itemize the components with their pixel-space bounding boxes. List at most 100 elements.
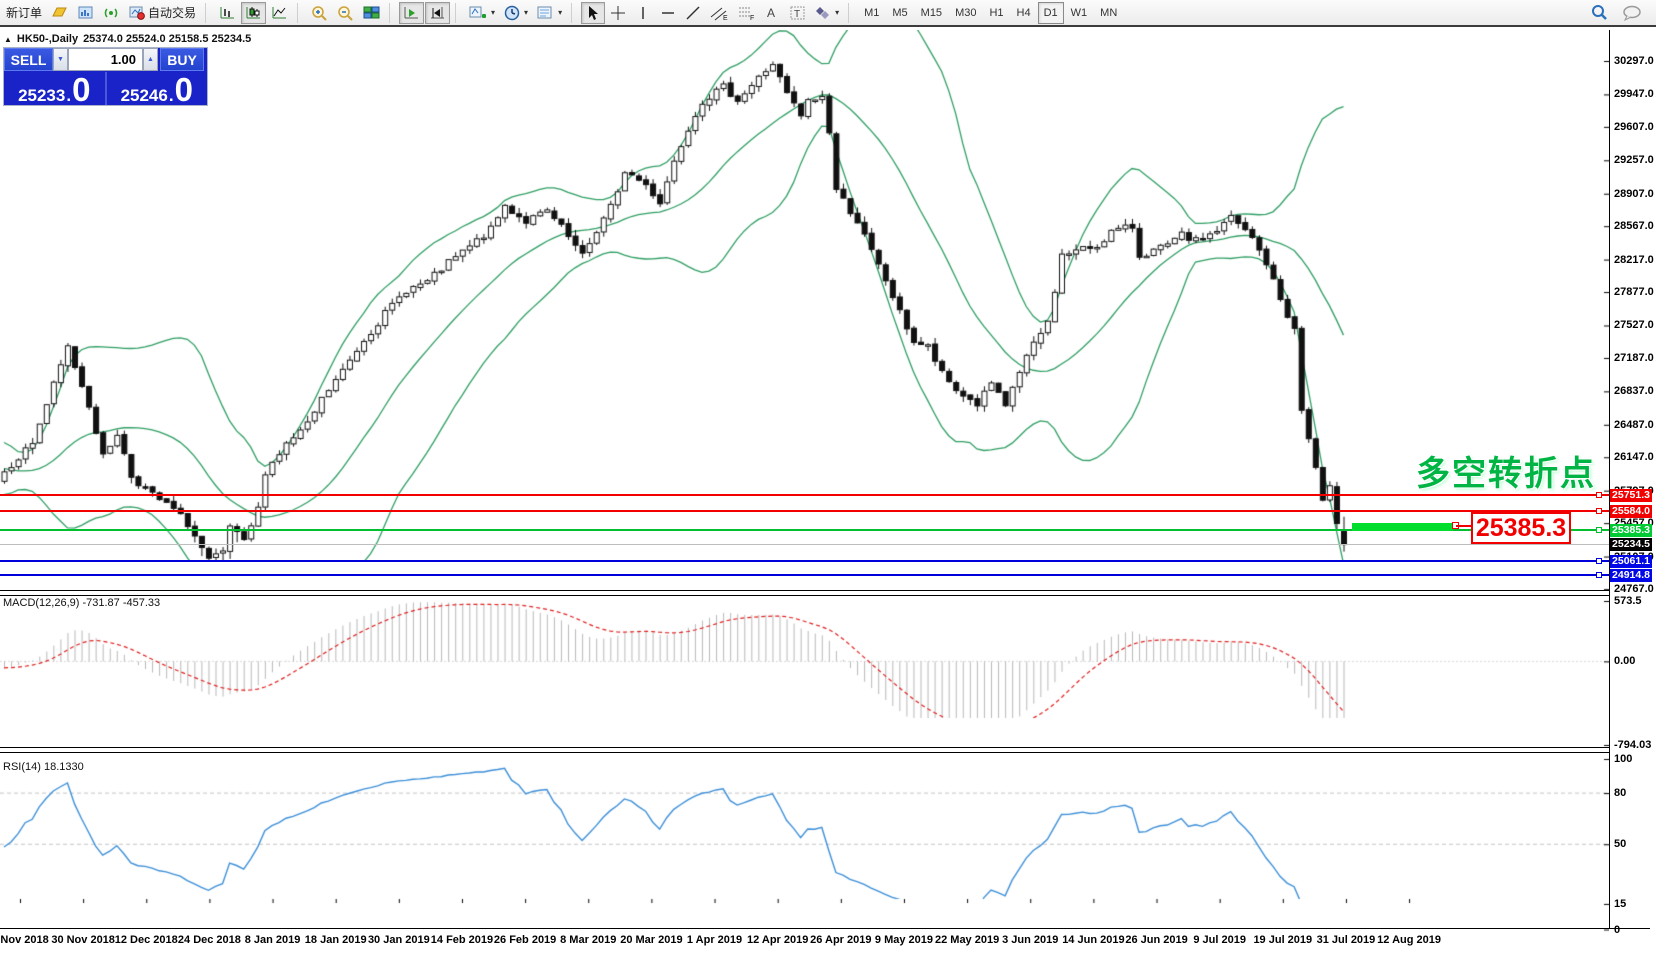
pane-separator-macd[interactable] [0,590,1609,596]
text-button[interactable]: A [760,2,784,24]
cursor-icon [586,5,600,21]
zoom-out-icon [337,5,354,21]
sell-button[interactable]: SELL [4,48,53,71]
svg-text:E: E [723,15,728,21]
toolbar-separator [205,2,211,23]
timeframe-h1[interactable]: H1 [989,6,1004,19]
line-chart-button[interactable] [267,2,292,24]
price-axis-label: 29257.0 [1614,154,1654,167]
trendline-icon [685,5,701,21]
price-axis-label: 26147.0 [1614,451,1654,464]
price-axis-label: 27527.0 [1614,319,1654,332]
vertical-line-button[interactable] [631,2,655,24]
zoom-out-button[interactable] [333,2,358,24]
horizontal-line-button[interactable] [656,2,680,24]
level-line-pivot[interactable] [0,528,1609,531]
auto-trading-button[interactable]: 自动交易 [125,2,200,24]
timeframe-h4[interactable]: H4 [1016,6,1031,19]
line-handle[interactable] [1596,492,1602,499]
crosshair-button[interactable] [606,2,630,24]
equidistant-channel-button[interactable]: E [706,2,732,24]
volume-increase-button[interactable]: ▲ [143,48,158,71]
level-line-resistance[interactable] [0,510,1609,512]
shapes-icon [815,5,831,20]
date-axis-label: 0 Nov 2018 [0,934,49,946]
clock-icon [504,5,520,21]
templates-button[interactable]: ▾ [533,2,566,24]
timeframe-mn[interactable]: MN [1100,6,1118,19]
buy-button[interactable]: BUY [160,48,204,71]
periods-button[interactable]: ▾ [500,2,532,24]
date-axis-label: 9 Jul 2019 [1193,934,1246,946]
channel-icon: E [710,5,728,21]
date-axis-label: 14 Feb 2019 [430,934,494,946]
cursor-button[interactable] [581,1,606,24]
text-label-button[interactable]: T [785,2,810,24]
line-chart-icon [271,5,288,21]
dropdown-arrow-icon: ▾ [835,8,840,17]
chart-window-icon [77,5,94,20]
timeframe-m1[interactable]: M1 [864,6,880,19]
level-price-tag: 25751.3 [1610,489,1652,503]
toolbar-separator [297,2,303,23]
chart-canvas[interactable] [0,30,1609,953]
support-zone-segment[interactable] [1352,523,1453,531]
toolbar-separator [455,2,461,23]
horizontal-line-icon [660,8,676,18]
shapes-button[interactable]: ▾ [811,2,843,24]
new-order-button[interactable]: 新订单 [2,2,46,24]
date-axis-label: 31 Jul 2019 [1316,934,1376,946]
sell-price[interactable]: 25233 . 0 [4,72,107,106]
date-axis-label: 14 Jun 2019 [1062,934,1125,946]
volume-decrease-button[interactable]: ▼ [53,48,68,71]
timeframe-m30[interactable]: M30 [955,6,977,19]
auto-scroll-icon [403,5,420,21]
bar-chart-button[interactable] [215,2,240,24]
tile-windows-button[interactable] [359,2,384,24]
date-axis-label: 8 Jan 2019 [244,934,301,946]
buy-price[interactable]: 25246 . 0 [107,72,208,106]
price-callout[interactable]: 25385.3 [1471,512,1571,544]
chart-shift-button[interactable] [425,1,451,24]
level-line-current-price[interactable] [0,543,1609,545]
profile-button[interactable] [47,2,72,24]
sell-price-dot: . [66,86,72,105]
level-line-resistance[interactable] [0,494,1609,497]
date-axis-label: 12 Aug 2019 [1377,934,1441,946]
candlestick-chart-button[interactable] [241,1,267,24]
signals-button[interactable] [99,2,124,24]
level-line-support[interactable] [0,573,1609,576]
timeframe-d1[interactable]: D1 [1037,1,1064,24]
timeframe-m15[interactable]: M15 [920,6,943,19]
timeframe-w1[interactable]: W1 [1070,6,1088,19]
chat-icon[interactable] [1622,5,1642,21]
toolbar: 新订单 自动交易 [0,0,1656,27]
trendline-button[interactable] [681,2,705,24]
charts-window-button[interactable] [73,2,98,24]
volume-input[interactable]: 1.00 [68,48,143,71]
line-handle[interactable] [1596,508,1602,514]
turning-point-annotation[interactable]: 多空转折点 [1416,455,1596,493]
indicators-button[interactable]: ▾ [465,2,499,24]
dropdown-arrow-icon: ▾ [558,8,563,17]
price-axis-label: 26487.0 [1614,418,1654,431]
fibonacci-button[interactable]: F [733,2,759,24]
svg-text:F: F [750,15,754,21]
timeframe-m5[interactable]: M5 [892,6,908,19]
macd-pane-title: MACD(12,26,9) -731.87 -457.33 [3,597,161,609]
chart-title: ▲ HK50-,Daily 25374.0 25524.0 25158.5 25… [4,33,251,45]
auto-trading-label: 自动交易 [148,6,197,20]
search-icon[interactable] [1591,4,1608,21]
line-handle[interactable] [1596,526,1602,533]
auto-scroll-button[interactable] [399,1,425,24]
zoom-in-button[interactable] [307,2,332,24]
line-handle[interactable] [1596,557,1602,564]
line-handle[interactable] [1596,571,1602,578]
price-axis-label: 28217.0 [1614,253,1654,266]
pane-separator-rsi[interactable] [0,747,1609,753]
one-click-trading-panel: SELL ▼ 1.00 ▲ BUY 25233 . 0 25246 . 0 [3,47,208,106]
toolbar-right [1591,4,1654,21]
price-axis-border[interactable] [1609,30,1610,929]
tile-windows-icon [363,5,380,20]
level-line-support[interactable] [0,559,1609,562]
